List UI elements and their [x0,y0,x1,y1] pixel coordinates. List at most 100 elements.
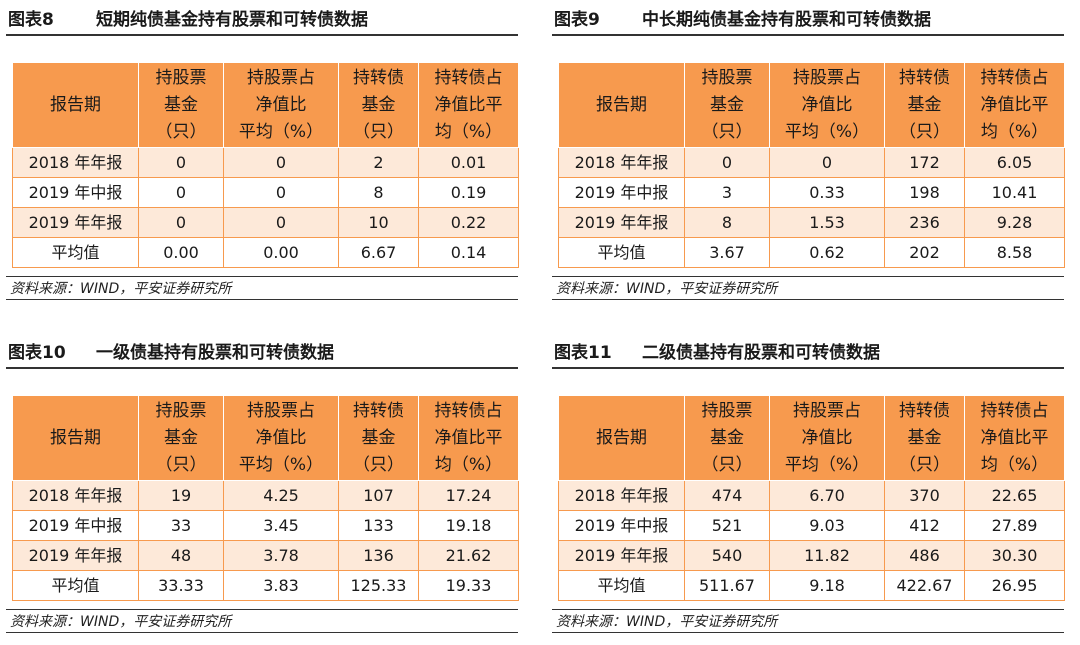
column-header-line: 持股票 [155,67,207,88]
period-cell: 2019 年年报 [558,540,685,571]
column-header: 持股票占净值比平均（%） [223,62,339,148]
column-header: 报告期 [12,395,139,481]
table-row: 2019 年年报 48 3.78 136 21.62 [12,540,519,571]
value-cell: 0.01 [418,147,519,178]
column-header-line: 平均（%） [238,121,324,142]
table-row: 2019 年中报 0 0 8 0.19 [12,177,519,208]
value-cell: 30.30 [964,540,1065,571]
column-header-line: 净值比平 [434,427,503,448]
value-cell: 26.95 [964,570,1065,601]
period-cell: 2018 年年报 [12,147,139,178]
column-header-line: 报告期 [50,427,101,448]
table-row: 2019 年年报 8 1.53 236 9.28 [558,207,1065,238]
column-header-line: 基金 [907,427,942,448]
value-cell: 3.78 [223,540,339,571]
column-header-line: 基金 [164,94,198,115]
column-header-line: 持股票占 [247,67,315,88]
column-header-line: 净值比 [255,94,307,115]
column-header-line: 持股票占 [247,400,315,421]
column-header-line: 持股票 [701,400,753,421]
table-header-row: 报告期 持股票 基金 （只） 持股票占 净值比 平均（%） 持转债 基金 （只） 持转债占 净值比平均… [12,62,519,148]
column-header: 报告期 [558,395,685,481]
value-cell: 19 [138,480,224,511]
column-header-line: 持股票占 [793,400,861,421]
value-cell: 486 [884,540,965,571]
period-cell: 2018 年年报 [12,480,139,511]
value-cell: 0.33 [769,177,885,208]
table-row: 2018 年年报 0 0 2 0.01 [12,147,519,178]
table-row: 2019 年年报 540 11.82 486 30.30 [558,540,1065,571]
column-header-line: 报告期 [50,94,101,115]
column-header-line: 基金 [710,427,744,448]
column-header-line: 基金 [361,427,396,448]
value-cell: 3.45 [223,510,339,541]
value-cell: 9.03 [769,510,885,541]
table-row: 2018 年年报 19 4.25 107 17.24 [12,480,519,511]
column-header: 持转债占 净值比平 均（%） [964,62,1065,148]
figure-label: 图表11 [554,343,612,363]
value-cell: 0 [684,147,770,178]
column-header-line: 持转债占 [980,67,1049,88]
table-row: 平均值 511.67 9.18 422.67 26.95 [558,570,1065,601]
value-cell: 27.89 [964,510,1065,541]
column-header-line: 持转债 [899,400,950,421]
column-header-line: 持股票 [155,400,207,421]
value-cell: 10 [338,207,419,238]
column-header-line: 平均（%） [784,121,870,142]
column-header-line: 持转债占 [980,400,1049,421]
value-cell: 9.28 [964,207,1065,238]
column-header: 持股票 基金 （只） [138,395,224,481]
column-header-line: 净值比平 [980,427,1049,448]
table-row: 2019 年中报 521 9.03 412 27.89 [558,510,1065,541]
value-cell: 236 [884,207,965,238]
value-cell: 9.18 [769,570,885,601]
value-cell: 0.22 [418,207,519,238]
column-header: 持转债占 净值比平 均（%） [418,62,519,148]
value-cell: 0 [223,147,339,178]
value-cell: 0 [769,147,885,178]
period-cell: 平均值 [558,237,685,268]
value-cell: 22.65 [964,480,1065,511]
column-header-line: 均（%） [434,454,503,475]
column-header-line: 持转债 [353,400,404,421]
value-cell: 422.67 [884,570,965,601]
value-cell: 133 [338,510,419,541]
value-cell: 172 [884,147,965,178]
table-row: 2019 年中报 3 0.33 198 10.41 [558,177,1065,208]
value-cell: 0 [138,177,224,208]
table-row: 2018 年年报 474 6.70 370 22.65 [558,480,1065,511]
value-cell: 4.25 [223,480,339,511]
column-header: 报告期 [558,62,685,148]
value-cell: 2 [338,147,419,178]
value-cell: 19.33 [418,570,519,601]
column-header: 持转债占 净值比平 均（%） [418,395,519,481]
column-header-line: （只） [701,454,753,475]
value-cell: 0.00 [138,237,224,268]
value-cell: 540 [684,540,770,571]
column-header-line: 基金 [164,427,198,448]
value-cell: 202 [884,237,965,268]
column-header-line: 持股票占 [793,67,861,88]
data-table: 报告期 持股票 基金 （只） 持股票占 净值比 平均（%） 持转债 基金 （只） 持转债占 净值比平均… [558,62,1065,268]
value-cell: 3.83 [223,570,339,601]
value-cell: 0.00 [223,237,339,268]
figure-panel: 图表8 短期纯债基金持有股票和可转债数据 报告期 持股票 基金 （只） 持股票占 净值比 平均（… [6,6,519,300]
column-header-line: 基金 [361,94,396,115]
value-cell: 521 [684,510,770,541]
column-header-line: 报告期 [596,94,647,115]
period-cell: 2019 年中报 [558,510,685,541]
value-cell: 33.33 [138,570,224,601]
column-header-line: 持转债占 [434,67,503,88]
column-header: 持股票 基金 （只） [684,62,770,148]
column-header: 持转债占 净值比平 均（%） [964,395,1065,481]
column-header-line: 持转债 [353,67,404,88]
column-header-line: （只） [353,454,404,475]
column-header: 持转债基金 （只） [338,395,419,481]
value-cell: 33 [138,510,224,541]
data-table: 报告期 持股票 基金 （只） 持股票占 净值比 平均（%） 持转债 基金 （只） 持转债占 净值比平均… [12,62,519,268]
value-cell: 412 [884,510,965,541]
table-header-row: 报告期 持股票 基金 （只） 持股票占 净值比 平均（%） 持转债 基金 （只） 持转债占 净值比平均… [558,395,1065,481]
period-cell: 2019 年中报 [12,510,139,541]
table-header-row: 报告期 持股票 基金 （只） 持股票占 净值比 平均（%） 持转债 基金 （只） 持转债占 净值比平均… [12,395,519,481]
column-header: 持转债 基金 （只） [884,395,965,481]
